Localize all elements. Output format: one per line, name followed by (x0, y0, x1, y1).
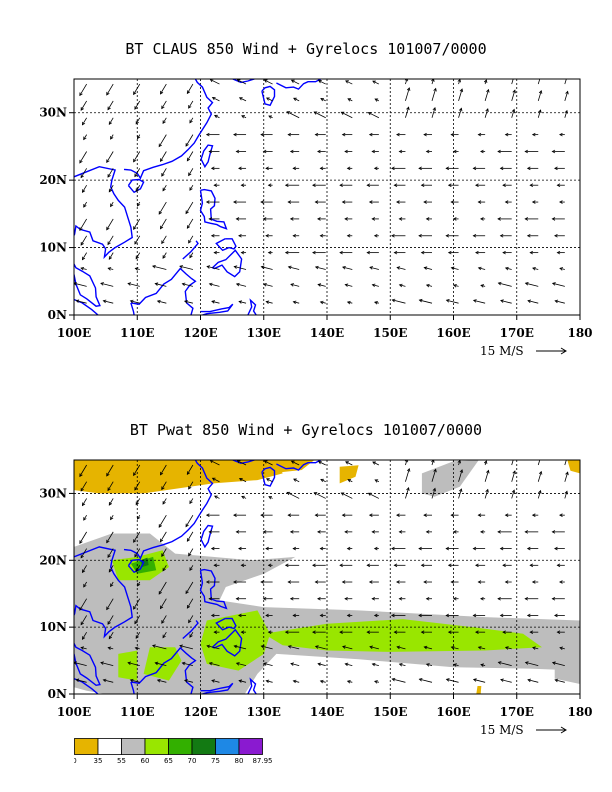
colorbar-swatch (191, 738, 216, 755)
colorbar-swatch (74, 738, 99, 755)
coastline (182, 620, 199, 640)
lon-tick-label: 170E (500, 326, 534, 340)
map-area (74, 460, 580, 694)
lat-tick-label: 20N (39, 173, 67, 187)
pwat-moist-region (554, 633, 580, 684)
coastline (200, 144, 214, 169)
coastline (130, 302, 135, 315)
coastline (127, 558, 145, 574)
coastline (247, 298, 257, 315)
panel2-title: BT Pwat 850 Wind + Gyrelocs 101007/0000 (129, 421, 483, 439)
lon-tick-label: 110E (120, 326, 154, 340)
colorbar-swatch (144, 738, 169, 755)
colorbar-label: 0 (74, 757, 77, 764)
coastline (276, 79, 322, 90)
colorbar-label: 70 (188, 757, 197, 764)
colorbar-label: 87.95 (252, 757, 272, 764)
colorbar-swatch (168, 738, 193, 755)
wind-vectors (74, 79, 569, 305)
lon-tick-label: 120E (183, 326, 217, 340)
colorbar-swatch (121, 738, 146, 755)
coastline (74, 546, 133, 687)
lon-tick-label: 150E (373, 705, 407, 719)
colorbar-label: 80 (235, 757, 244, 764)
coastline (130, 681, 135, 694)
colorbar-label: 55 (117, 757, 126, 764)
wind-vectors (74, 460, 569, 684)
lon-tick-label: 100E (57, 326, 91, 340)
lon-tick-label: 160E (436, 326, 470, 340)
lon-tick-label: 130E (247, 705, 281, 719)
pwat-dry-region (567, 460, 580, 474)
pwat-wet-region (263, 619, 542, 652)
coastline (212, 249, 243, 278)
coastline (200, 524, 214, 549)
lon-tick-label: 180 (567, 326, 592, 340)
panel1-title: BT CLAUS 850 Wind + Gyrelocs 101007/0000 (125, 40, 487, 58)
lat-tick-label: 10N (39, 620, 67, 634)
pwat-dry-region (74, 460, 283, 494)
colorbar-label: 35 (94, 757, 103, 764)
lat-tick-label: 0N (48, 308, 67, 322)
pwat-colorbar: 0 35 55 60 65 70 75 80 87.95 (74, 738, 273, 764)
lon-tick-label: 170E (500, 705, 534, 719)
colorbar-swatch (238, 738, 263, 755)
lon-tick-label: 180 (567, 705, 592, 719)
wind-map-panel1: 100E 110E 120E 130E 140E 150E 160E 170E 180 0N 10N… (39, 78, 593, 358)
lat-tick-label: 30N (39, 106, 67, 120)
lon-tick-label: 160E (436, 705, 470, 719)
coastline (123, 79, 214, 180)
coastline (199, 188, 228, 230)
coastline (123, 460, 214, 560)
pwat-wet-region (118, 650, 138, 681)
lat-tick-label: 30N (39, 486, 67, 500)
pwat-dry-region (339, 465, 359, 484)
coastline (182, 240, 199, 260)
colorbar-label: 65 (164, 757, 173, 764)
coastline (127, 178, 145, 194)
colorbar-label: 60 (141, 757, 150, 764)
wind-scale-label: 15 M/S (480, 723, 524, 737)
pwat-moist-region (421, 460, 479, 497)
coastline (200, 303, 234, 315)
lat-tick-label: 0N (48, 687, 67, 701)
colorbar-swatch (215, 738, 240, 755)
lat-tick-label: 10N (39, 241, 67, 255)
coastline (130, 267, 197, 315)
lon-tick-label: 110E (120, 705, 154, 719)
coastline (130, 646, 197, 694)
pwat-dry-region (476, 686, 482, 694)
colorbar-label: 75 (211, 757, 220, 764)
lon-tick-label: 130E (247, 326, 281, 340)
coastline (212, 628, 243, 657)
coastline (247, 677, 257, 694)
coastline (215, 238, 237, 252)
lat-tick-label: 20N (39, 553, 67, 567)
coastline (261, 85, 276, 107)
coastline (276, 460, 322, 471)
lon-tick-label: 120E (183, 705, 217, 719)
coastline (199, 568, 228, 610)
coastline (261, 466, 276, 487)
lon-tick-label: 150E (373, 326, 407, 340)
coastline (200, 682, 234, 694)
coastline (74, 165, 133, 307)
lon-tick-label: 140E (310, 705, 344, 719)
lon-tick-label: 140E (310, 326, 344, 340)
map-area (74, 79, 580, 315)
pwat-dry-region (263, 460, 315, 474)
lon-tick-label: 100E (57, 705, 91, 719)
coastline (215, 617, 237, 631)
colorbar-swatch (97, 738, 122, 755)
wind-scale-label: 15 M/S (480, 344, 524, 358)
